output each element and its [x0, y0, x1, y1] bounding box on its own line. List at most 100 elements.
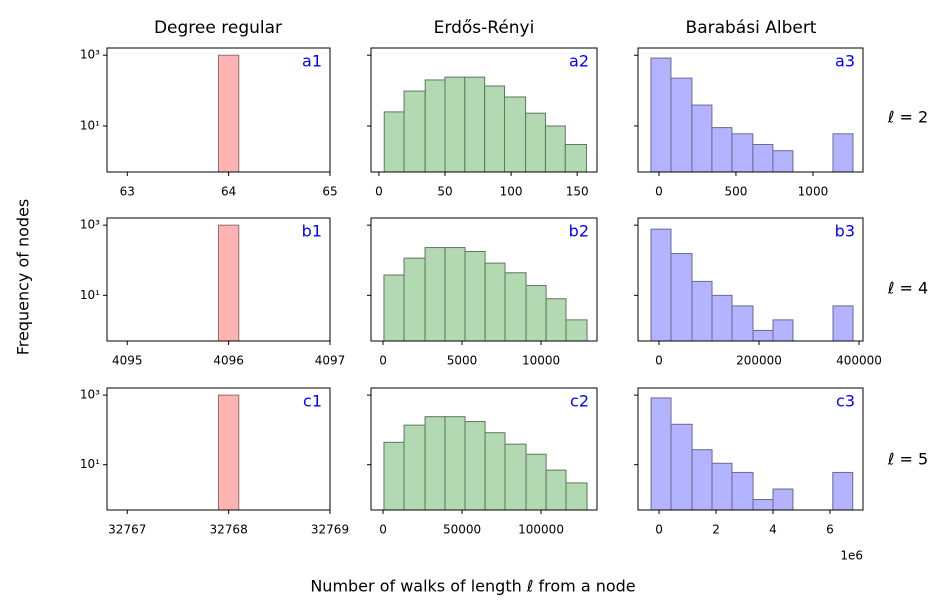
- bar: [650, 397, 672, 511]
- x-tick-label: 63: [120, 185, 135, 199]
- bar: [544, 125, 566, 173]
- x-tick-label: 200000: [736, 354, 782, 368]
- bar: [504, 272, 527, 342]
- x-tick-label: 32767: [108, 523, 146, 537]
- bar: [218, 224, 240, 342]
- y-tick-label: 10³: [80, 218, 100, 232]
- bar: [218, 394, 240, 511]
- axes-frame: [637, 47, 864, 173]
- y-tick-label: 10¹: [80, 288, 100, 302]
- x-tick-label: 0: [375, 185, 383, 199]
- panel-label: b3: [835, 222, 855, 241]
- column-title: Erdős-Rényi: [434, 18, 535, 38]
- y-tick-label: 10¹: [80, 457, 100, 471]
- row-label: ℓ = 5: [887, 450, 928, 469]
- panel-label: a1: [302, 52, 322, 71]
- bar: [565, 482, 588, 511]
- x-tick-label: 0: [379, 523, 387, 537]
- axes-frame: [106, 47, 331, 173]
- x-tick-label: 4095: [112, 354, 143, 368]
- bar: [464, 421, 486, 511]
- x-tick-label: 0: [379, 354, 387, 368]
- panel-label: c3: [836, 392, 855, 411]
- column-title: Degree regular: [154, 18, 282, 38]
- x-tick-label: 0: [655, 523, 663, 537]
- bar: [670, 77, 693, 173]
- bar: [383, 441, 405, 511]
- bar: [832, 133, 854, 173]
- x-tick-label: 150: [566, 185, 589, 199]
- bar: [424, 416, 446, 511]
- x-tick-label: 50000: [443, 523, 481, 537]
- bar: [832, 305, 854, 342]
- bar: [650, 228, 672, 342]
- bar: [525, 285, 547, 342]
- bar: [670, 253, 693, 342]
- panel-label: b2: [569, 222, 589, 241]
- x-tick-label: 4096: [213, 354, 244, 368]
- panel-label: a3: [835, 52, 855, 71]
- bar: [565, 319, 588, 342]
- x-tick-label: 1000: [798, 185, 829, 199]
- bar: [545, 298, 567, 342]
- axes-frame: [370, 217, 598, 342]
- x-tick-label: 4: [769, 523, 777, 537]
- bar: [691, 280, 713, 342]
- bar: [691, 104, 713, 173]
- panel-label: c1: [303, 392, 322, 411]
- x-tick-label: 0: [655, 354, 663, 368]
- bar: [503, 96, 527, 173]
- bar: [670, 423, 693, 511]
- bar: [772, 150, 794, 173]
- bar: [525, 112, 546, 173]
- bar: [403, 257, 426, 342]
- bar: [383, 111, 405, 173]
- x-tick-label: 50: [437, 185, 452, 199]
- bar: [650, 57, 672, 173]
- bar: [383, 274, 405, 342]
- x-axis-label: Number of walks of length ℓ from a node: [310, 577, 635, 596]
- bar: [424, 79, 446, 173]
- bar: [772, 319, 794, 342]
- bar: [711, 294, 733, 342]
- bar: [752, 143, 774, 173]
- x-tick-label: 100000: [518, 523, 564, 537]
- axes-frame: [106, 387, 331, 511]
- bar: [564, 143, 587, 173]
- bar: [832, 471, 854, 511]
- bar: [403, 90, 426, 173]
- axes-frame: [370, 387, 598, 511]
- x-tick-label: 100: [500, 185, 523, 199]
- bar: [484, 85, 505, 173]
- axes-frame: [637, 387, 864, 511]
- bar: [691, 449, 713, 511]
- y-tick-label: 10¹: [80, 118, 100, 132]
- bar: [484, 432, 506, 511]
- x-tick-label: 500: [724, 185, 747, 199]
- column-title: Barabási Albert: [686, 18, 817, 38]
- bar: [711, 127, 733, 173]
- x-tick-label: 5000: [447, 354, 478, 368]
- bar: [484, 262, 506, 342]
- panel-label: b1: [302, 222, 322, 241]
- y-axis-label: Frequency of nodes: [14, 199, 33, 356]
- x-tick-label: 4097: [315, 354, 346, 368]
- bar: [731, 305, 754, 342]
- y-tick-label: 10³: [80, 388, 100, 402]
- bar: [711, 462, 733, 511]
- x-tick-label: 64: [221, 185, 236, 199]
- bar: [444, 416, 466, 511]
- x-tick-label: 65: [322, 185, 337, 199]
- axes-frame: [370, 47, 598, 173]
- bar: [464, 76, 486, 173]
- panel-label: a2: [569, 52, 589, 71]
- x-tick-label: 2: [712, 523, 720, 537]
- axes-frame: [637, 217, 864, 342]
- axes-frame: [106, 217, 331, 342]
- bar: [752, 499, 774, 511]
- bar: [444, 247, 466, 342]
- bar: [444, 76, 466, 173]
- row-label: ℓ = 4: [887, 279, 928, 298]
- bar: [403, 424, 426, 511]
